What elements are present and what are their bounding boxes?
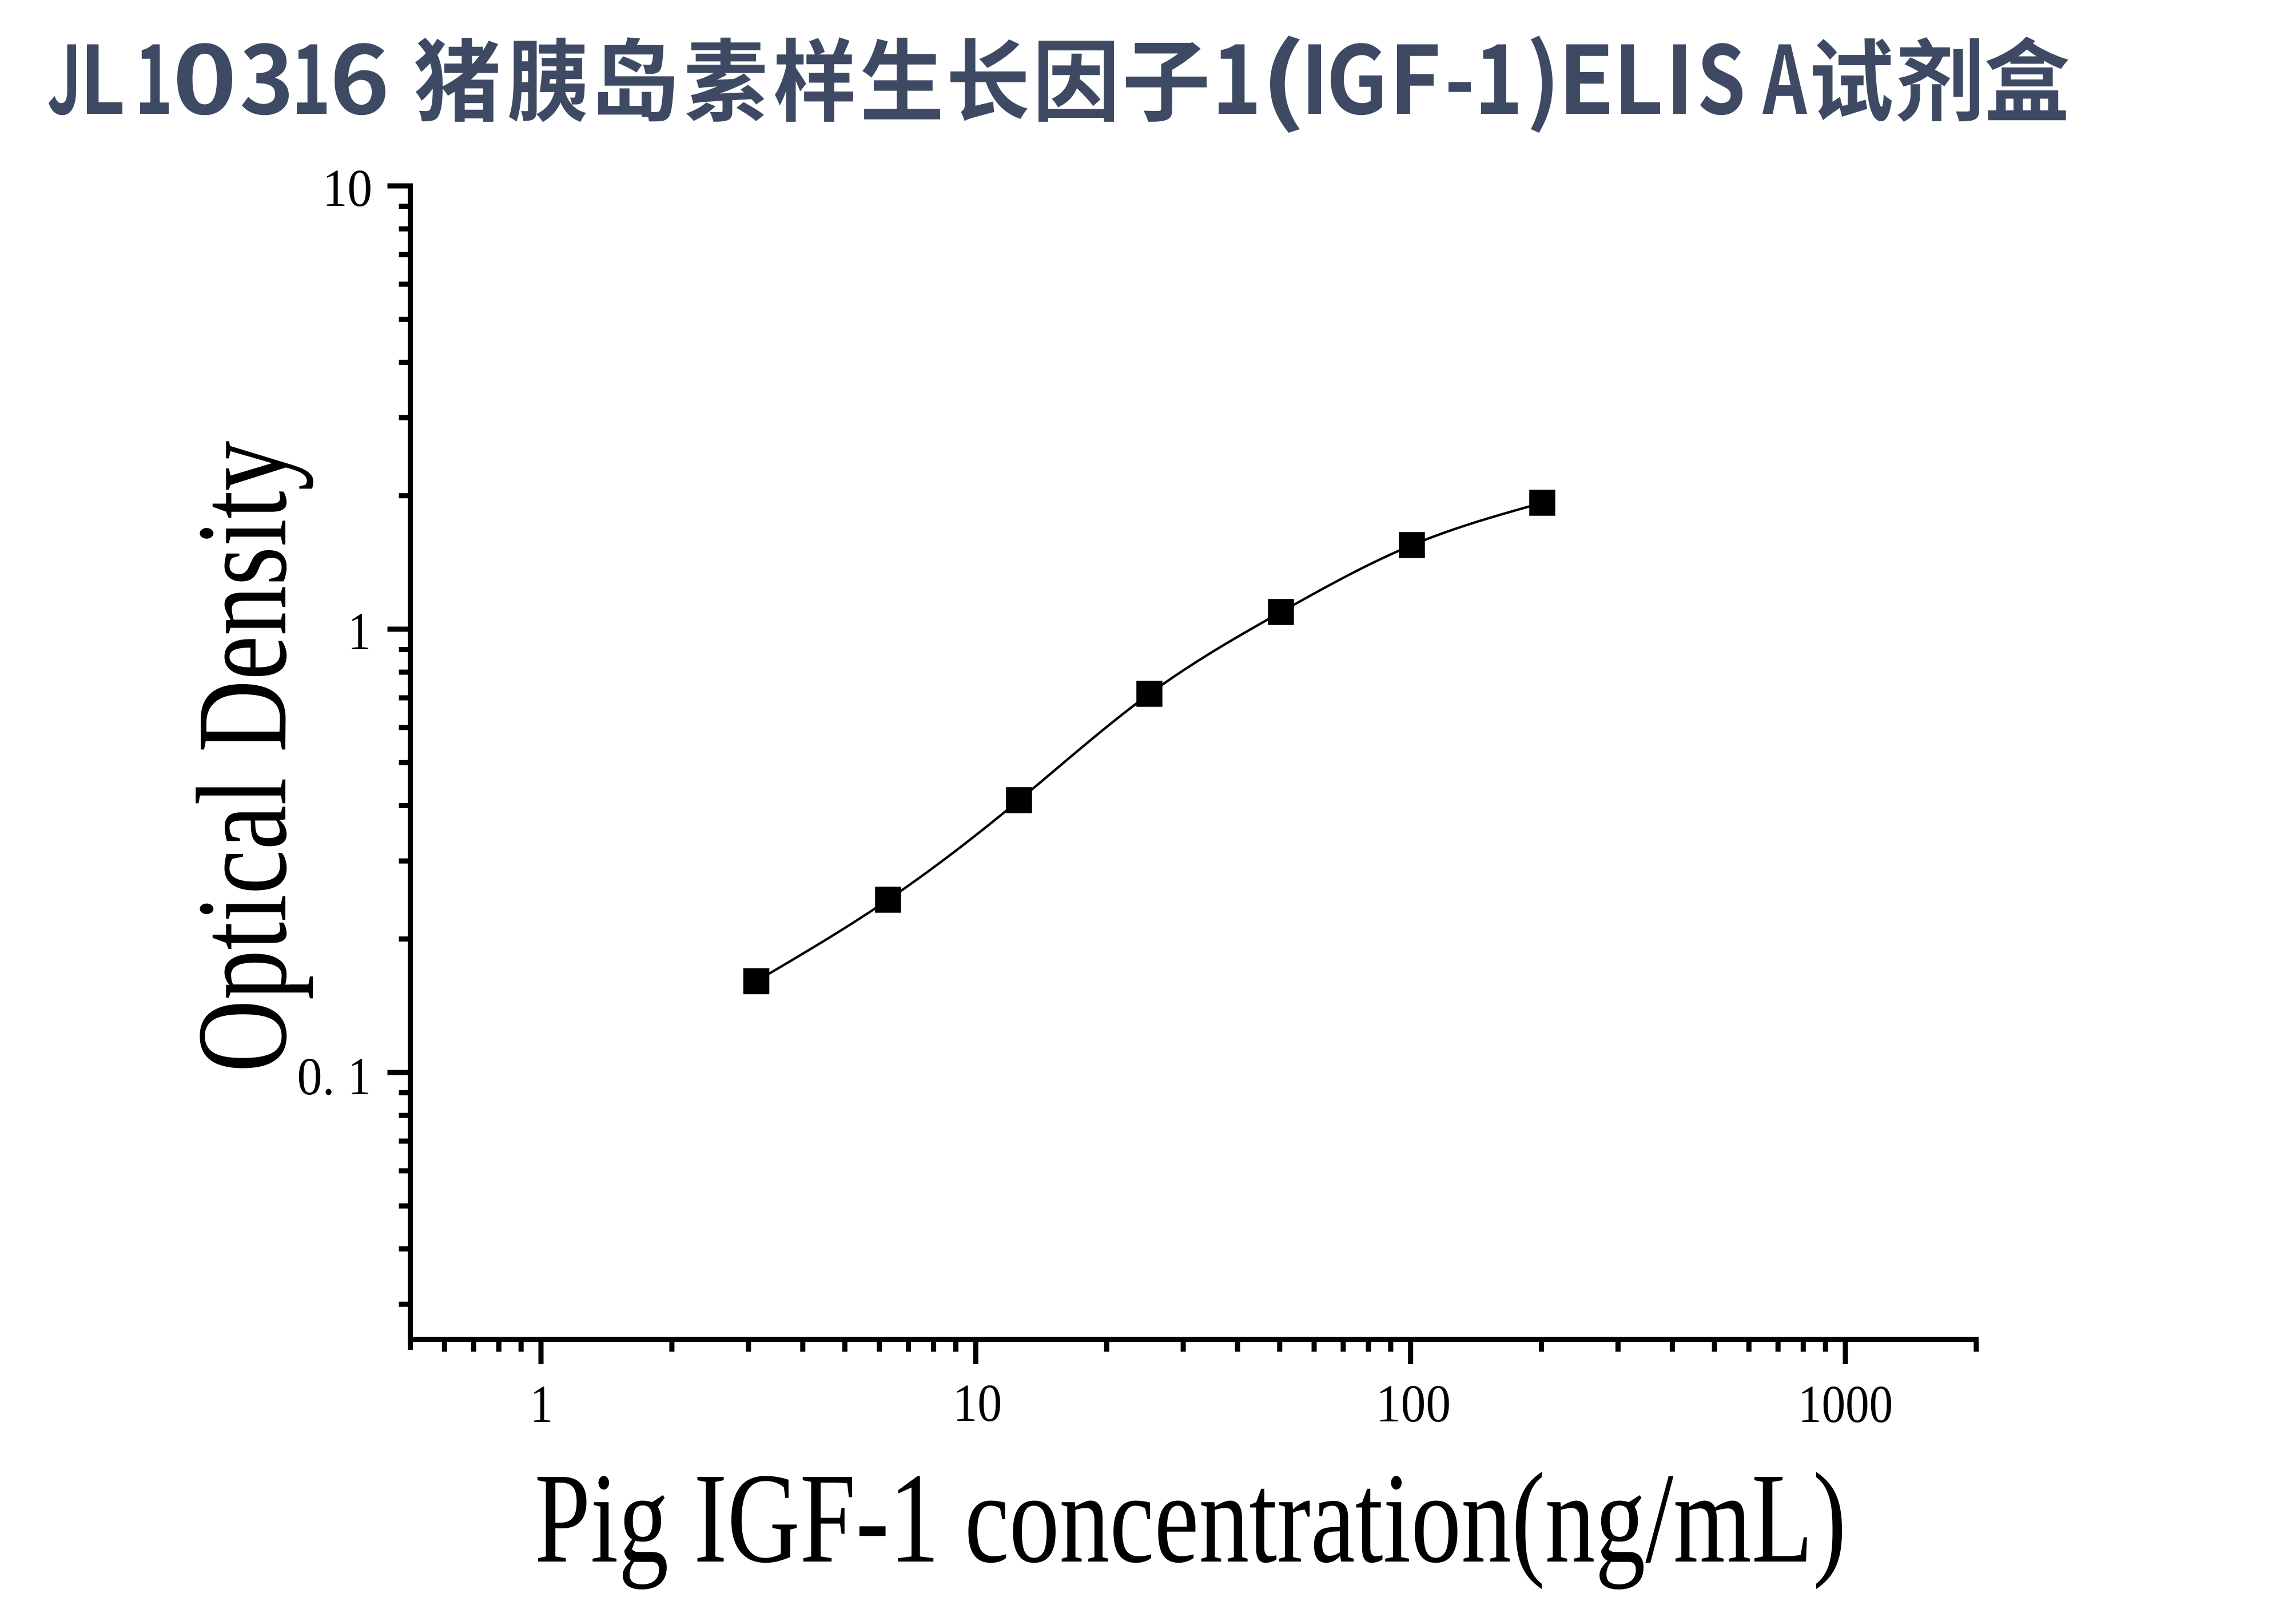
svg-text:1: 1	[530, 1375, 553, 1434]
svg-text:0.: 0.	[297, 1047, 335, 1106]
svg-text:Optical Density: Optical Density	[170, 441, 313, 1072]
svg-text:Pig IGF-1 concentration(ng/mL): Pig IGF-1 concentration(ng/mL)	[535, 1447, 1847, 1590]
svg-text:1: 1	[348, 1047, 371, 1106]
svg-text:10: 10	[323, 159, 372, 218]
svg-text:1: 1	[348, 602, 371, 661]
svg-text:100: 100	[1376, 1374, 1451, 1433]
svg-text:1000: 1000	[1798, 1375, 1893, 1434]
svg-text:10: 10	[953, 1374, 1002, 1433]
